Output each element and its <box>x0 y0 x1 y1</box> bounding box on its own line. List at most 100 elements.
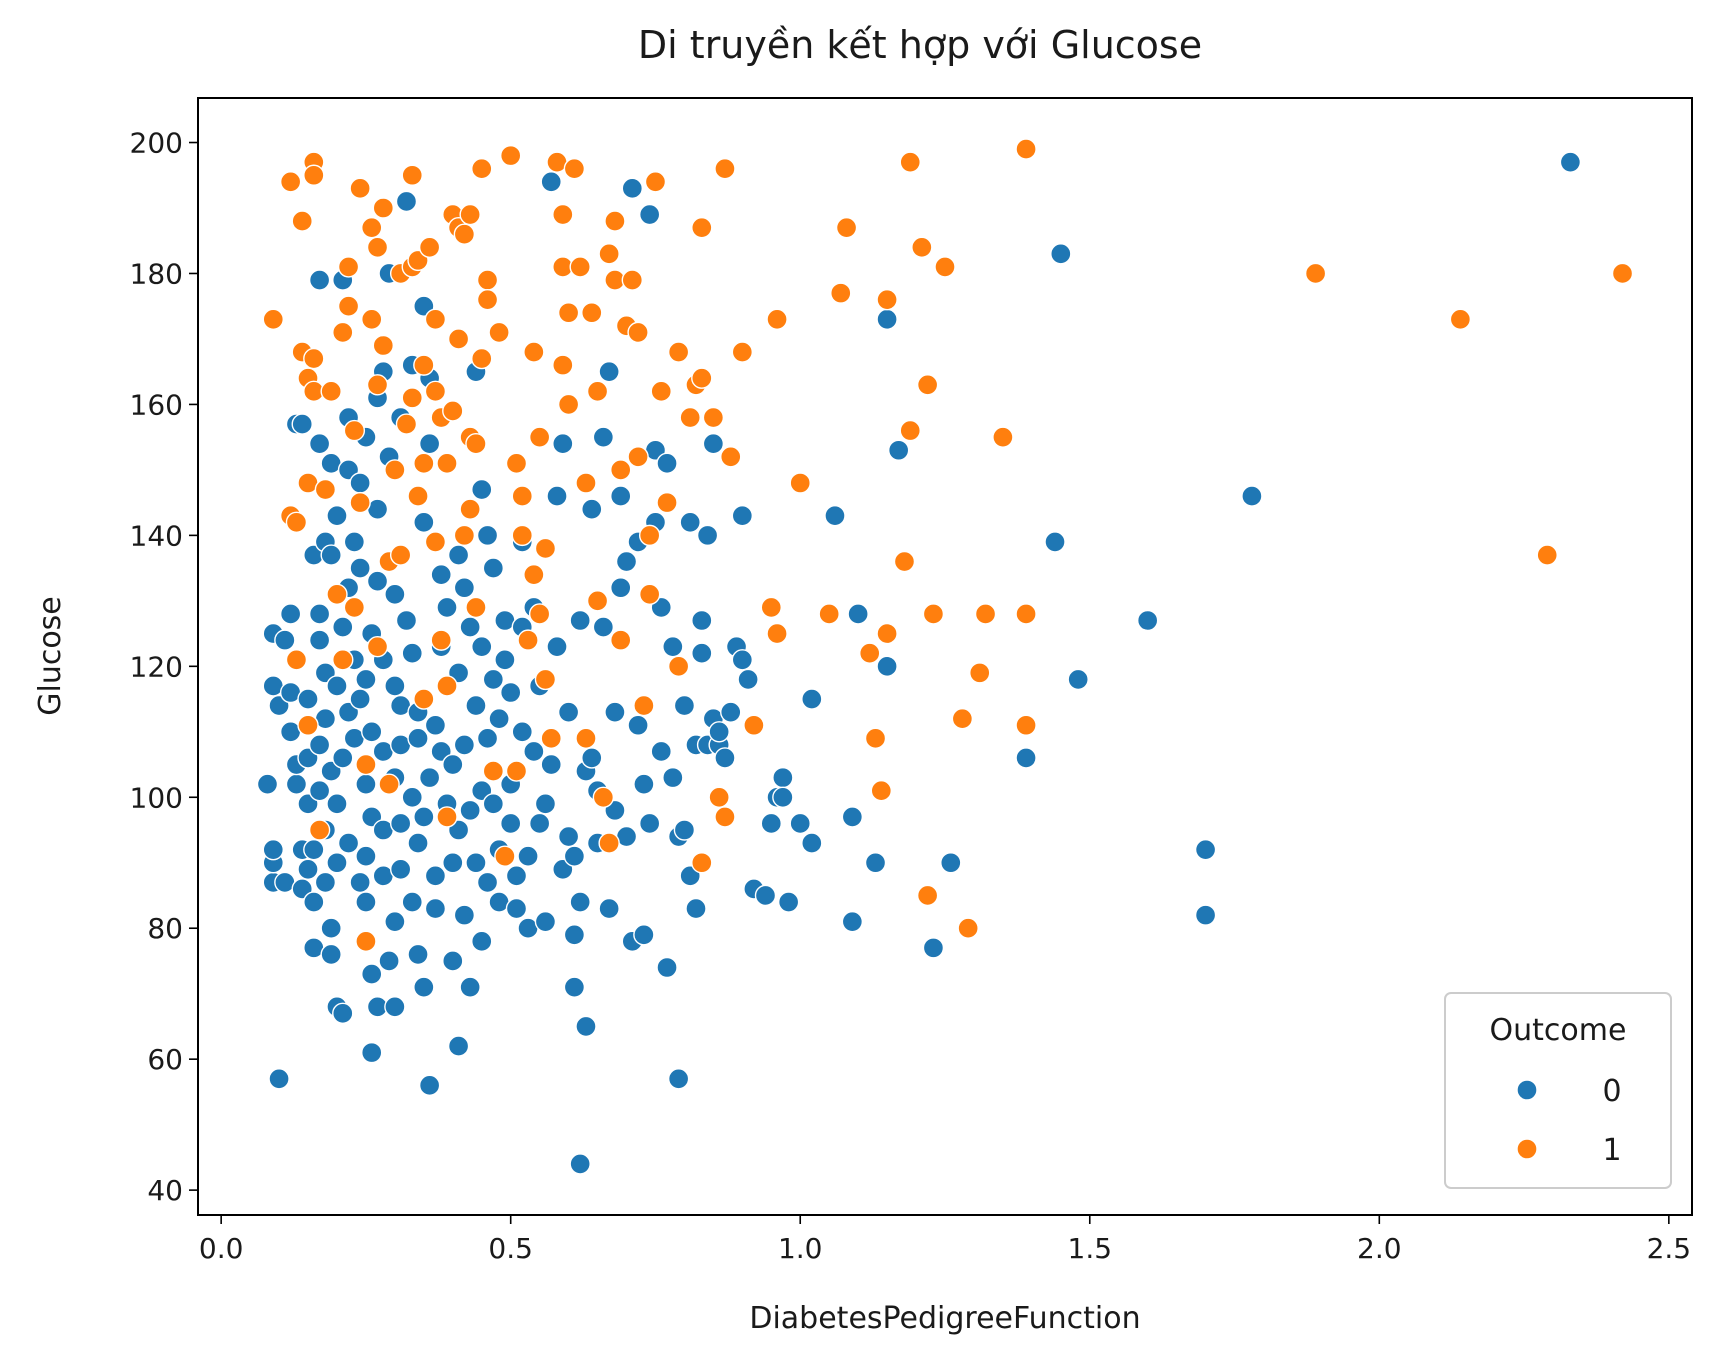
data-point-outcome-0 <box>876 308 898 331</box>
data-point-outcome-0 <box>1050 243 1072 265</box>
data-point-outcome-0 <box>494 649 516 671</box>
data-point-outcome-0 <box>349 472 371 494</box>
data-point-outcome-1 <box>714 158 736 180</box>
data-point-outcome-0 <box>887 439 910 461</box>
data-point-outcome-1 <box>343 419 366 442</box>
data-point-outcome-1 <box>499 144 522 167</box>
data-point-outcome-1 <box>482 760 505 782</box>
data-point-outcome-1 <box>552 203 574 226</box>
data-point-outcome-1 <box>911 236 933 258</box>
y-tick-label: 80 <box>147 912 183 945</box>
data-point-outcome-1 <box>494 845 516 867</box>
data-point-outcome-0 <box>459 799 481 822</box>
data-point-outcome-0 <box>453 577 476 599</box>
data-point-outcome-0 <box>285 773 308 795</box>
data-point-outcome-0 <box>1559 151 1582 173</box>
data-point-outcome-0 <box>801 688 823 710</box>
data-point-outcome-0 <box>436 596 458 619</box>
data-point-outcome-1 <box>876 622 898 645</box>
data-point-outcome-1 <box>714 806 736 828</box>
data-point-outcome-0 <box>505 865 528 887</box>
data-point-outcome-0 <box>731 649 754 671</box>
data-point-outcome-1 <box>349 177 371 200</box>
data-point-outcome-1 <box>638 524 661 547</box>
data-point-outcome-0 <box>320 544 342 566</box>
data-point-outcome-1 <box>447 328 470 350</box>
data-point-outcome-1 <box>957 917 979 939</box>
data-point-outcome-0 <box>824 505 846 527</box>
data-point-outcome-1 <box>436 452 458 475</box>
data-point-outcome-0 <box>615 550 638 573</box>
data-point-outcome-0 <box>482 668 505 691</box>
data-point-outcome-0 <box>754 884 777 907</box>
data-point-outcome-1 <box>557 393 580 416</box>
data-point-outcome-1 <box>505 452 528 475</box>
data-point-outcome-0 <box>430 563 452 586</box>
data-point-outcome-0 <box>540 753 562 776</box>
legend: Outcome 0 1 <box>1444 992 1672 1189</box>
data-point-outcome-1 <box>395 413 418 435</box>
data-point-outcome-0 <box>638 203 661 226</box>
plot-frame <box>197 97 1693 1216</box>
data-point-outcome-0 <box>291 413 313 435</box>
data-point-outcome-1 <box>424 308 447 331</box>
data-point-outcome-1 <box>586 590 609 612</box>
points-layer <box>256 138 1634 1175</box>
data-point-outcome-1 <box>372 334 395 357</box>
data-point-outcome-1 <box>604 210 626 232</box>
data-point-outcome-0 <box>297 688 319 710</box>
data-point-outcome-1 <box>285 511 308 533</box>
data-point-outcome-1 <box>766 308 788 331</box>
data-point-outcome-0 <box>413 806 435 828</box>
data-point-outcome-0 <box>308 629 331 651</box>
data-point-outcome-0 <box>557 825 580 848</box>
data-point-outcome-0 <box>471 930 493 953</box>
data-point-outcome-1 <box>308 819 331 841</box>
data-point-outcome-0 <box>326 505 348 527</box>
data-point-outcome-1 <box>581 302 603 324</box>
data-point-outcome-1 <box>337 256 360 278</box>
data-point-outcome-1 <box>355 930 377 953</box>
legend-marker-0 <box>1516 1079 1538 1101</box>
data-point-outcome-0 <box>303 838 325 861</box>
data-point-outcome-1 <box>627 321 649 344</box>
data-point-outcome-0 <box>563 976 586 998</box>
data-point-outcome-1 <box>557 302 580 324</box>
data-point-outcome-0 <box>476 727 499 750</box>
data-point-outcome-0 <box>592 616 615 638</box>
data-point-outcome-0 <box>355 773 377 795</box>
data-point-outcome-0 <box>482 557 505 579</box>
data-point-outcome-1 <box>337 295 360 317</box>
data-point-outcome-0 <box>731 505 754 527</box>
data-point-outcome-1 <box>413 688 435 710</box>
data-point-outcome-0 <box>256 773 279 795</box>
data-point-outcome-1 <box>899 419 921 442</box>
data-point-outcome-0 <box>667 1068 690 1090</box>
data-point-outcome-1 <box>638 583 661 605</box>
data-point-outcome-0 <box>534 793 557 815</box>
data-point-outcome-1 <box>1015 603 1037 625</box>
data-point-outcome-0 <box>656 956 678 979</box>
data-point-outcome-0 <box>696 524 719 547</box>
data-point-outcome-0 <box>424 714 447 736</box>
data-point-outcome-0 <box>772 766 794 789</box>
data-point-outcome-1 <box>528 426 551 448</box>
data-point-outcome-0 <box>864 852 887 874</box>
data-point-outcome-1 <box>517 629 539 651</box>
data-point-outcome-0 <box>308 603 331 625</box>
data-point-outcome-0 <box>592 426 615 448</box>
data-point-outcome-0 <box>569 891 591 913</box>
data-point-outcome-0 <box>308 269 331 291</box>
data-point-outcome-0 <box>847 603 869 625</box>
data-point-outcome-1 <box>563 158 586 180</box>
data-point-outcome-1 <box>598 243 620 265</box>
data-point-outcome-1 <box>343 596 366 619</box>
data-point-outcome-1 <box>528 603 551 625</box>
x-axis: 0.0 0.5 1.0 1.5 2.0 2.5 <box>199 1215 1691 1265</box>
data-point-outcome-1 <box>916 374 939 396</box>
data-point-outcome-0 <box>407 832 429 854</box>
data-point-outcome-1 <box>1449 308 1472 331</box>
data-point-outcome-1 <box>691 367 713 389</box>
